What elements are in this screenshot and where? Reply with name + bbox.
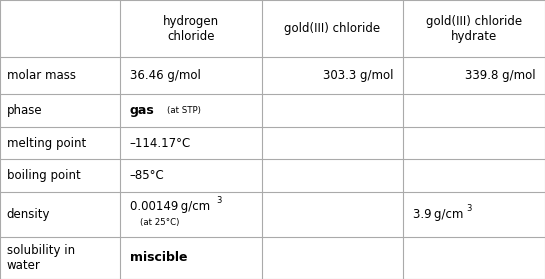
Text: 303.3 g/mol: 303.3 g/mol <box>323 69 393 82</box>
Text: solubility in
water: solubility in water <box>7 244 75 272</box>
Text: gas: gas <box>130 104 154 117</box>
Text: 339.8 g/mol: 339.8 g/mol <box>464 69 535 82</box>
Text: –85°C: –85°C <box>130 169 165 182</box>
Text: gold(III) chloride
hydrate: gold(III) chloride hydrate <box>426 15 522 43</box>
Text: 3: 3 <box>467 204 472 213</box>
Text: miscible: miscible <box>130 251 187 264</box>
Text: phase: phase <box>7 104 42 117</box>
Text: 3.9 g/cm: 3.9 g/cm <box>413 208 463 221</box>
Text: density: density <box>7 208 50 221</box>
Text: (at STP): (at STP) <box>167 106 201 115</box>
Text: –114.17°C: –114.17°C <box>130 136 191 150</box>
Text: boiling point: boiling point <box>7 169 80 182</box>
Text: gold(III) chloride: gold(III) chloride <box>284 22 380 35</box>
Text: 0.00149 g/cm: 0.00149 g/cm <box>130 200 210 213</box>
Text: hydrogen
chloride: hydrogen chloride <box>163 15 219 43</box>
Text: (at 25°C): (at 25°C) <box>140 218 179 227</box>
Text: melting point: melting point <box>7 136 86 150</box>
Text: molar mass: molar mass <box>7 69 76 82</box>
Text: 36.46 g/mol: 36.46 g/mol <box>130 69 201 82</box>
Text: 3: 3 <box>216 196 221 205</box>
